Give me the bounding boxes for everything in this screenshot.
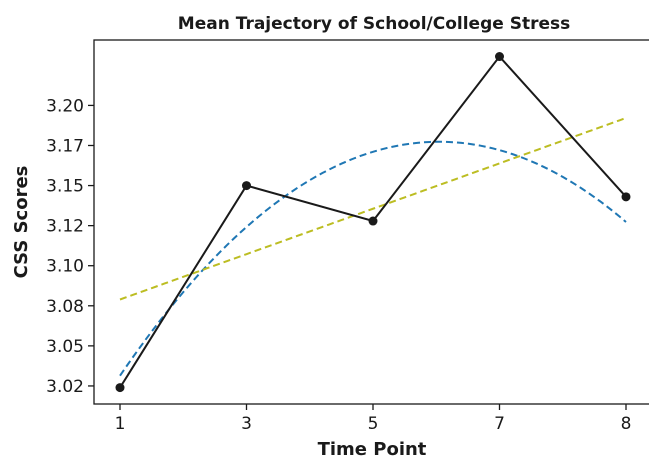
y-tick-label: 3.17 — [46, 136, 84, 156]
y-tick-label: 3.08 — [46, 297, 84, 317]
x-tick-label: 7 — [494, 414, 505, 434]
linear-fit-line — [119, 117, 627, 301]
x-tick-label: 5 — [368, 414, 379, 434]
x-axis: 1 3 5 7 8 — [115, 404, 632, 434]
data-point — [242, 181, 251, 191]
y-tick-label: 3.10 — [46, 257, 84, 277]
data-point — [368, 216, 378, 226]
x-tick-label: 1 — [115, 414, 126, 434]
x-tick-label: 3 — [241, 414, 252, 434]
y-axis-label: CSS Scores — [11, 166, 32, 279]
plot-frame — [93, 39, 649, 405]
y-tick-label: 3.12 — [46, 217, 84, 237]
y-tick-label: 3.05 — [46, 337, 84, 357]
data-point — [115, 383, 125, 393]
series-layer — [115, 52, 631, 393]
quadratic-fit-line — [119, 140, 627, 377]
data-point — [495, 52, 504, 62]
y-axis: 3.02 3.05 3.08 3.10 3.12 3.15 3.17 3.20 — [46, 96, 94, 397]
y-tick-label: 3.15 — [46, 177, 84, 197]
chart-title: Mean Trajectory of School/College Stress — [178, 14, 570, 34]
x-tick-label: 8 — [621, 414, 632, 434]
y-tick-label: 3.02 — [46, 377, 84, 397]
data-point — [621, 192, 631, 202]
y-tick-label: 3.20 — [46, 96, 84, 116]
x-axis-label: Time Point — [318, 439, 427, 459]
